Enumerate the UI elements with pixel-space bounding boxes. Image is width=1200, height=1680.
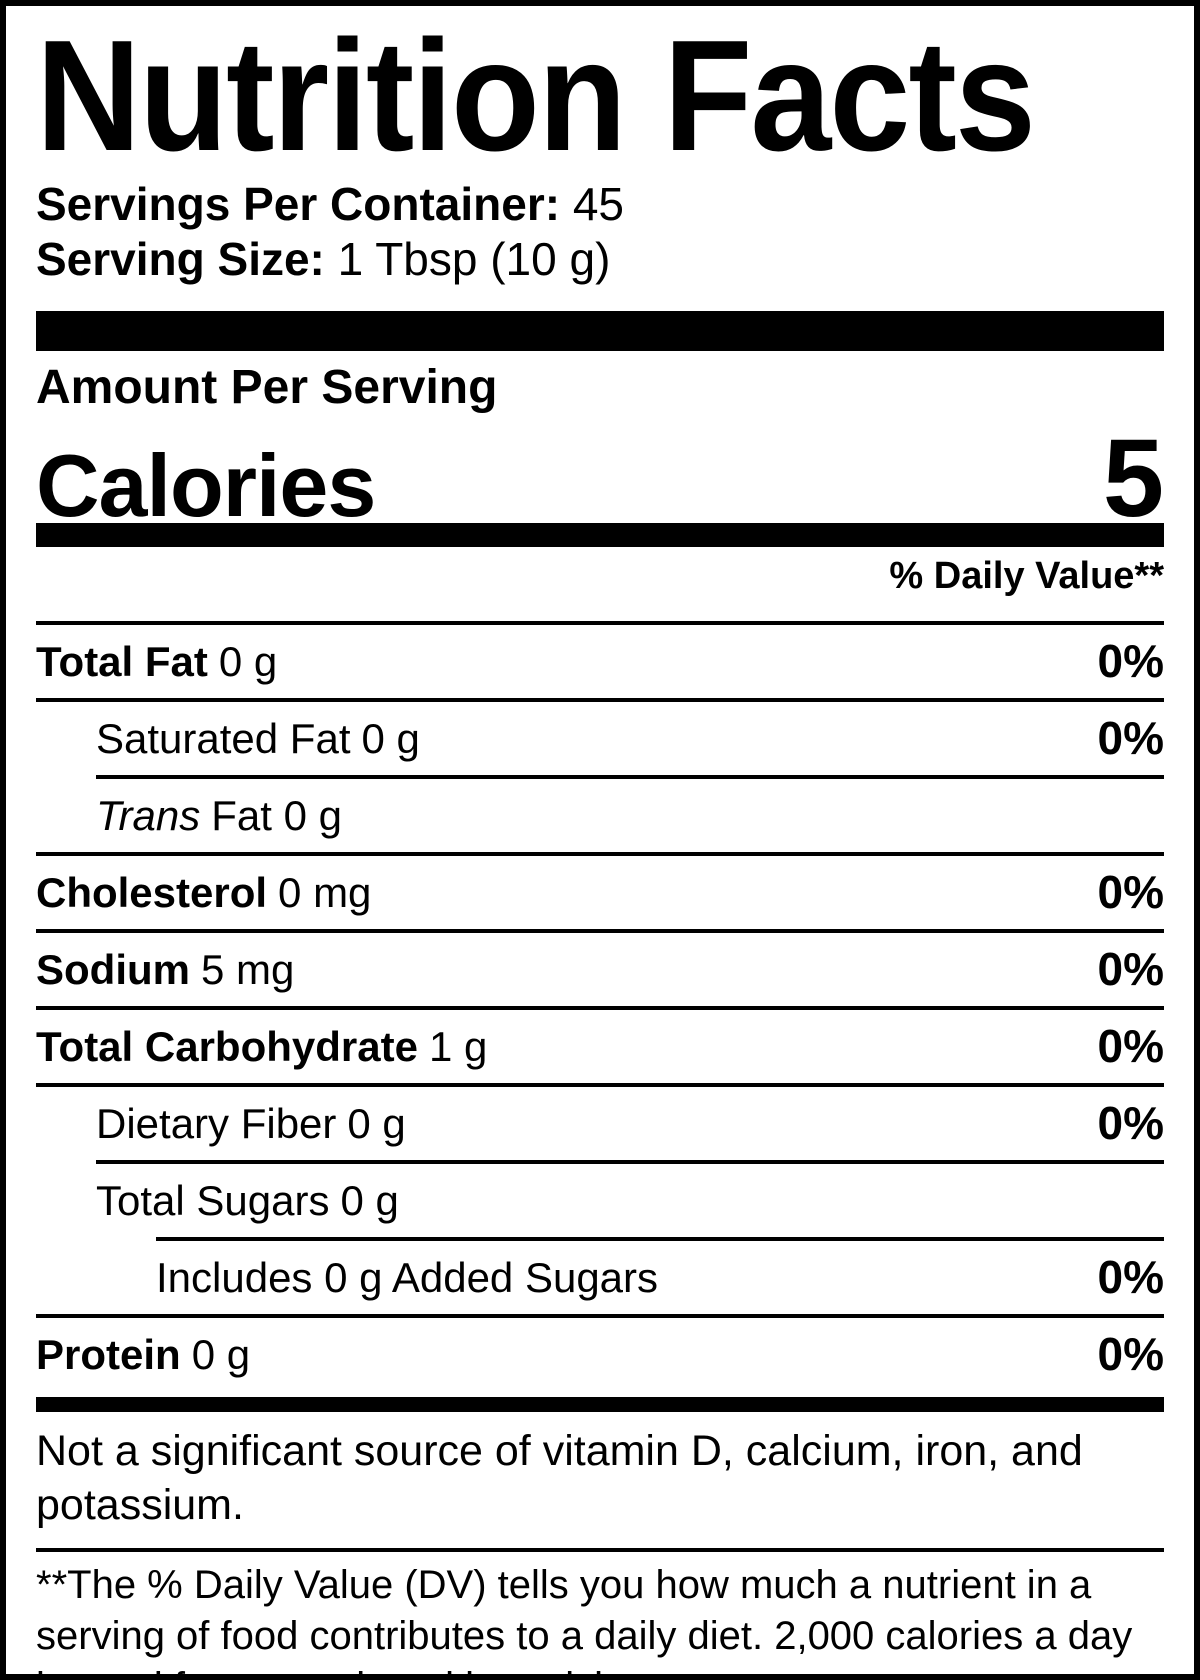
calories-row: Calories 5 — [36, 415, 1164, 540]
nutrient-text: Dietary Fiber 0 g — [36, 1087, 406, 1160]
nutrient-daily-value: 0% — [1097, 1328, 1164, 1381]
nutrient-row-trans: Trans Fat 0 g — [96, 775, 1164, 852]
nutrient-rows: Total Fat 0 g 0% Saturated Fat 0 g 0% Tran… — [36, 621, 1164, 1391]
nutrient-daily-value: 0% — [1097, 866, 1164, 919]
nutrient-name: Sodium — [36, 946, 190, 994]
serving-size-value: 1 Tbsp (10 g) — [337, 233, 611, 286]
nutrient-text: Total Fat 0 g — [36, 625, 277, 698]
label-title: Nutrition Facts — [36, 8, 1036, 184]
nutrient-name: Trans — [96, 792, 201, 840]
thick-separator-bar-top — [36, 311, 1164, 352]
nutrient-text: Sodium 5 mg — [36, 933, 294, 1006]
daily-value-footnote: **The % Daily Value (DV) tells you how m… — [36, 1563, 1133, 1674]
nutrient-amount: 0 g — [340, 1177, 399, 1225]
nutrient-amount: 0 g — [218, 638, 278, 686]
nutrient-name: Total Fat — [36, 638, 208, 686]
nutrient-name: Cholesterol — [36, 869, 268, 917]
nutrient-amount: 0 g — [361, 715, 420, 763]
nutrient-amount: Fat 0 g — [211, 792, 342, 840]
nutrient-name: Total Carbohydrate — [36, 1023, 418, 1071]
nutrient-daily-value: 0% — [1097, 943, 1164, 996]
servings-per-container-label: Servings Per Container: — [36, 178, 561, 231]
nutrient-row-total-fat: Total Fat 0 g 0% — [36, 621, 1164, 698]
calories-value: 5 — [1102, 417, 1164, 541]
nutrient-row-total-carbohydrate: Total Carbohydrate 1 g 0% — [36, 1006, 1164, 1083]
nutrient-name: Saturated Fat — [96, 715, 351, 763]
thick-separator-bar-bottom — [36, 1397, 1164, 1413]
nutrient-row-dietary-fiber: Dietary Fiber 0 g 0% — [36, 1083, 1164, 1160]
nutrient-name: Includes 0 g Added Sugars — [156, 1254, 659, 1302]
nutrient-row-total-sugars: Total Sugars 0 g — [96, 1160, 1164, 1237]
nutrient-row-includes-0-g-added-sugars: Includes 0 g Added Sugars 0% — [156, 1237, 1164, 1314]
calories-label: Calories — [36, 436, 376, 536]
nutrient-text: Total Sugars 0 g — [96, 1164, 399, 1237]
nutrient-amount: 5 mg — [201, 946, 295, 994]
nutrient-row-sodium: Sodium 5 mg 0% — [36, 929, 1164, 1006]
nutrient-amount: 0 g — [191, 1331, 251, 1379]
nutrient-text: Cholesterol 0 mg — [36, 856, 371, 929]
nutrient-text: Includes 0 g Added Sugars — [156, 1241, 658, 1314]
servings-per-container-value: 45 — [572, 178, 624, 231]
nutrient-daily-value: 0% — [1097, 1251, 1164, 1304]
nutrient-name: Dietary Fiber — [96, 1100, 337, 1148]
nutrient-name: Total Sugars — [96, 1177, 330, 1225]
nutrient-daily-value: 0% — [1097, 712, 1164, 765]
nutrient-text: Total Carbohydrate 1 g — [36, 1010, 487, 1083]
nutrient-text: Protein 0 g — [36, 1318, 250, 1391]
footnote-divider — [36, 1548, 1164, 1553]
nutrient-row-saturated-fat: Saturated Fat 0 g 0% — [36, 698, 1164, 775]
nutrient-row-cholesterol: Cholesterol 0 mg 0% — [36, 852, 1164, 929]
nutrient-text: Saturated Fat 0 g — [36, 702, 420, 775]
nutrient-amount: 0 g — [347, 1100, 406, 1148]
nutrient-text: Trans Fat 0 g — [96, 779, 342, 852]
serving-size-line: Serving Size: 1 Tbsp (10 g) — [36, 232, 1164, 287]
servings-per-container-line: Servings Per Container: 45 — [36, 177, 1164, 232]
nutrient-name: Protein — [36, 1331, 181, 1379]
thick-separator-bar-mid — [36, 523, 1164, 548]
nutrient-daily-value: 0% — [1097, 635, 1164, 688]
serving-size-label: Serving Size: — [36, 233, 325, 286]
nutrient-daily-value: 0% — [1097, 1020, 1164, 1073]
nutrient-row-protein: Protein 0 g 0% — [36, 1314, 1164, 1391]
nutrient-daily-value: 0% — [1097, 1097, 1164, 1150]
amount-per-serving-heading: Amount Per Serving — [36, 361, 498, 415]
nutrient-amount: 1 g — [428, 1023, 488, 1071]
daily-value-header: % Daily Value** — [889, 555, 1164, 598]
nutrient-amount: 0 mg — [278, 869, 372, 917]
not-significant-note: Not a significant source of vitamin D, c… — [36, 1427, 1083, 1530]
